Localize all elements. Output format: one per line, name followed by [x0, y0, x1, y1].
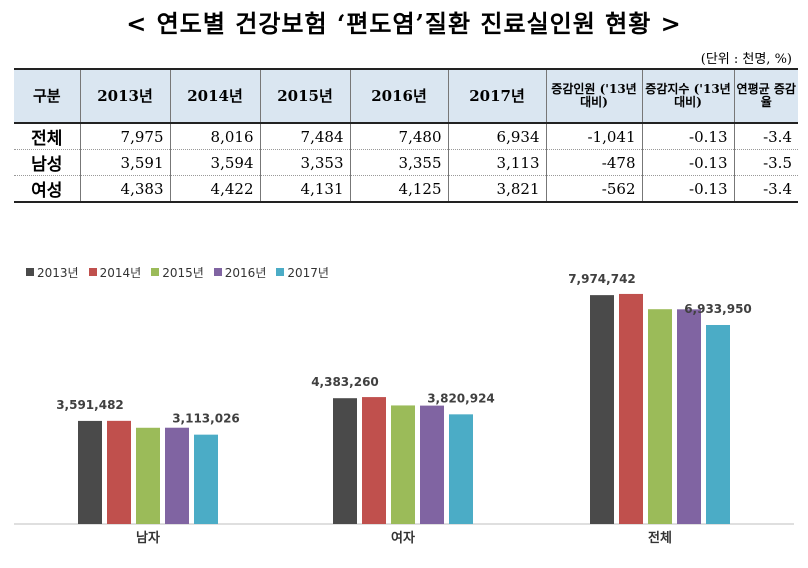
legend-item: 2017년	[276, 264, 329, 281]
table-cell: -0.13	[641, 123, 735, 150]
data-label: 4,383,260	[311, 375, 379, 389]
legend-label: 2017년	[287, 265, 329, 280]
table-cell: 3,591	[79, 149, 171, 176]
legend-swatch	[88, 268, 97, 276]
table-cell: 4,383	[79, 175, 171, 203]
bar	[194, 434, 218, 524]
header-2016: 2016년	[349, 68, 449, 124]
header-annual-rate: 연평균 증감율	[733, 68, 798, 124]
bar	[706, 324, 730, 524]
table-cell: 4,125	[349, 175, 449, 203]
table-header-row: 구분 2013년 2014년 2015년 2016년 2017년 증감인원 ('…	[14, 68, 798, 124]
table-cell: -3.5	[733, 149, 798, 176]
legend-swatch	[26, 268, 34, 276]
data-label: 3,113,026	[172, 412, 240, 426]
category-label: 여자	[391, 530, 415, 546]
table-row: 남성 3,591 3,594 3,353 3,355 3,113 -478 -0.13 -3.5	[14, 149, 798, 176]
bar	[619, 293, 643, 524]
table-cell: 3,594	[169, 149, 261, 176]
table-cell: 3,821	[447, 175, 547, 203]
stats-table: 구분 2013년 2014년 2015년 2016년 2017년 증감인원 ('…	[14, 68, 798, 203]
legend-label: 2013년	[37, 265, 79, 280]
unit-note: (단위 : 천명, %)	[700, 52, 792, 67]
table-cell: 4,131	[259, 175, 351, 203]
row-label: 전체	[14, 123, 81, 150]
data-label: 3,820,924	[427, 391, 495, 405]
bar	[136, 427, 160, 524]
table-cell: 4,422	[169, 175, 261, 203]
legend-item: 2016년	[213, 264, 267, 281]
header-change-index: 증감지수 ('13년 대비)	[641, 68, 735, 124]
data-label: 6,933,950	[684, 302, 752, 316]
table-row: 여성 4,383 4,422 4,131 4,125 3,821 -562 -0.13 -3.4	[14, 175, 798, 203]
bar	[391, 405, 415, 524]
legend-swatch	[276, 268, 285, 276]
legend-label: 2016년	[224, 265, 267, 280]
bar	[107, 420, 131, 524]
header-category: 구분	[14, 68, 81, 124]
table-cell: 3,113	[447, 149, 547, 176]
legend-item: 2015년	[151, 264, 204, 281]
legend-swatch	[213, 268, 222, 276]
table-cell: -3.4	[733, 123, 798, 150]
bar	[78, 420, 102, 524]
row-label: 여성	[14, 175, 81, 203]
category-label: 남자	[136, 530, 160, 546]
table-cell: 7,484	[259, 123, 351, 150]
table-cell: -3.4	[733, 175, 798, 203]
bar	[648, 309, 672, 524]
bar	[165, 427, 189, 524]
data-label: 7,974,742	[568, 272, 636, 286]
bar	[677, 309, 701, 524]
page-title: < 연도별 건강보험 ‘편도염’질환 진료실인원 현황 >	[126, 9, 682, 38]
bar	[362, 397, 386, 524]
table-cell: 8,016	[169, 123, 261, 150]
category-label: 전체	[648, 530, 672, 546]
header-2015: 2015년	[259, 68, 351, 124]
table-cell: -478	[545, 149, 643, 176]
chart-legend: 2013년 2014년 2015년 2016년 2017년	[26, 262, 329, 282]
bar	[333, 398, 357, 524]
bar	[420, 405, 444, 524]
legend-swatch	[151, 268, 160, 276]
table-cell: 7,975	[79, 123, 171, 150]
table-cell: 7,480	[349, 123, 449, 150]
table-row: 전체 7,975 8,016 7,484 7,480 6,934 -1,041 -0.13 -3…	[14, 123, 798, 150]
header-2013: 2013년	[79, 68, 171, 124]
legend-label: 2014년	[99, 265, 142, 280]
header-2017: 2017년	[447, 68, 547, 124]
table-cell: -562	[545, 175, 643, 203]
table-cell: 6,934	[447, 123, 547, 150]
table-cell: -0.13	[641, 175, 735, 203]
legend-label: 2015년	[162, 265, 204, 280]
legend-item: 2014년	[88, 264, 142, 281]
legend-item: 2013년	[26, 264, 79, 281]
bar	[449, 414, 473, 524]
table-cell: 3,353	[259, 149, 351, 176]
header-2014: 2014년	[169, 68, 261, 124]
header-change-count: 증감인원 ('13년 대비)	[545, 68, 643, 124]
data-label: 3,591,482	[56, 398, 124, 412]
bar	[590, 295, 614, 524]
table-cell: -0.13	[641, 149, 735, 176]
row-label: 남성	[14, 149, 81, 176]
